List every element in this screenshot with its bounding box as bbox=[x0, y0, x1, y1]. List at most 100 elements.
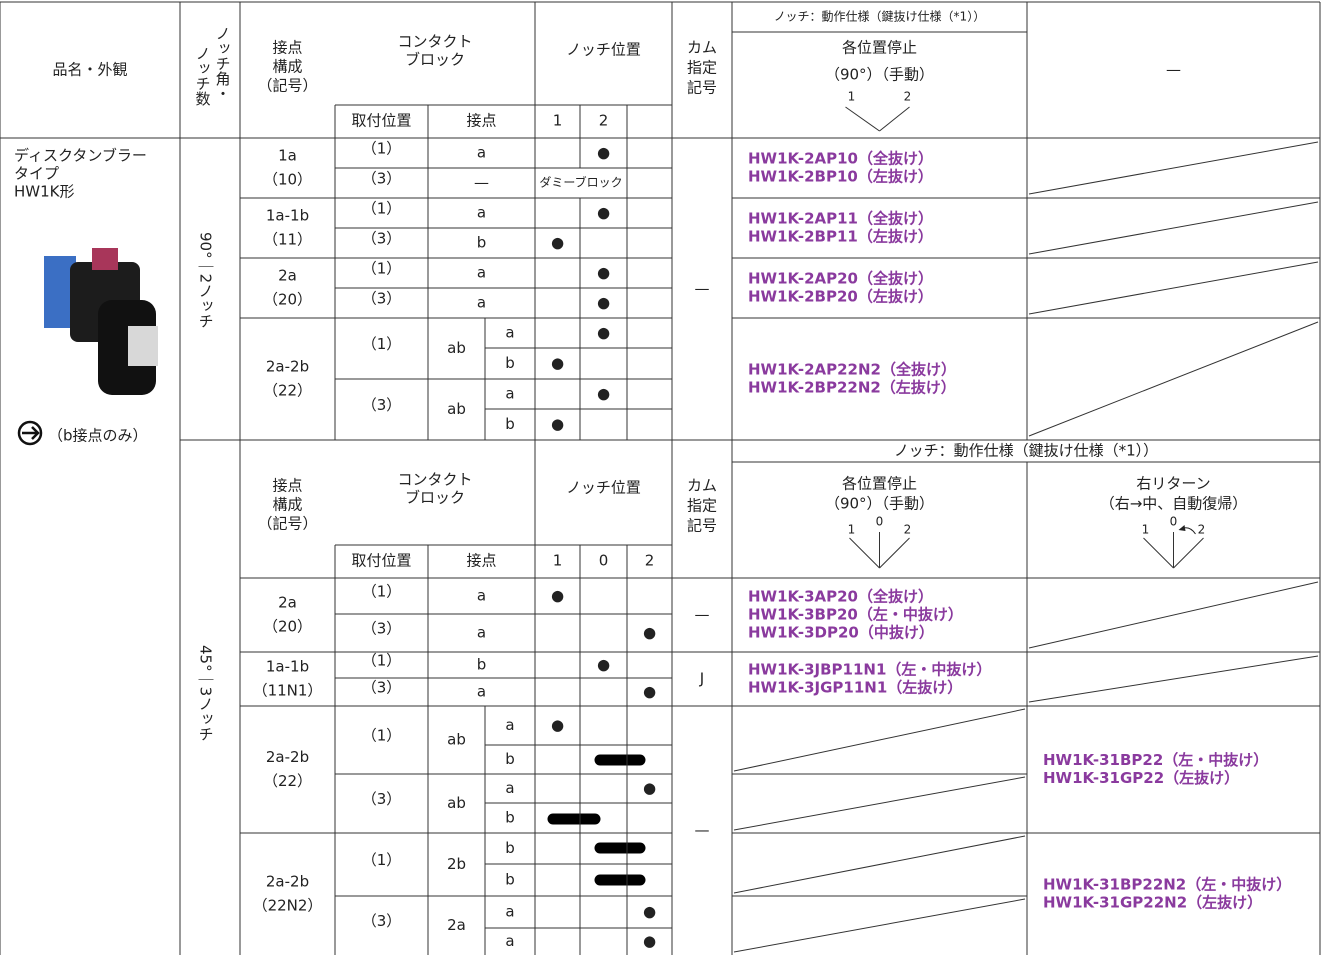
contact-mark: ● bbox=[643, 932, 656, 950]
header-label: ノッチ：動作仕様（鍵抜け仕様（*1）） bbox=[894, 442, 1158, 460]
slash bbox=[1173, 537, 1204, 569]
cam-code: — bbox=[695, 280, 710, 298]
contact-code: （11） bbox=[263, 231, 312, 249]
arrow-icon bbox=[17, 420, 43, 446]
mode-title: 各位置停止 bbox=[842, 39, 917, 57]
contact-config: 2a bbox=[278, 594, 297, 612]
model-name: HW1K-3AP20（全抜け） bbox=[748, 588, 933, 606]
slash bbox=[1028, 655, 1319, 703]
slash bbox=[733, 776, 1026, 831]
product-name: ディスクタンブラー bbox=[14, 147, 147, 165]
slash bbox=[845, 106, 880, 132]
position-label: 2 bbox=[904, 523, 912, 537]
header-label: ノッチ数 bbox=[194, 46, 212, 106]
contact: 2a bbox=[447, 916, 466, 934]
model-name: HW1K-31GP22N2（左抜け） bbox=[1043, 894, 1262, 912]
contact-mark: ● bbox=[551, 716, 564, 734]
model-name: HW1K-3JGP11N1（左抜け） bbox=[748, 679, 962, 697]
return-arrow bbox=[1178, 525, 1186, 531]
contact: ab bbox=[447, 794, 466, 812]
mount-position: （1） bbox=[362, 727, 402, 745]
contact: a bbox=[477, 144, 486, 162]
contact-code: （22） bbox=[263, 382, 312, 400]
mount-position: （3） bbox=[362, 620, 402, 638]
contact: ab bbox=[447, 339, 466, 357]
contact-mark: ● bbox=[597, 385, 610, 403]
contact: a bbox=[477, 683, 486, 701]
contact-config: 2a-2b bbox=[266, 748, 309, 766]
model-name: HW1K-2BP10（左抜け） bbox=[748, 168, 933, 186]
contact-mark: ● bbox=[597, 324, 610, 342]
contact: a bbox=[505, 385, 514, 403]
contact: b bbox=[505, 415, 515, 433]
contact: a bbox=[477, 587, 486, 605]
mount-position: （1） bbox=[362, 652, 402, 670]
mode-title: 各位置停止 bbox=[842, 475, 917, 493]
slash bbox=[1028, 261, 1319, 315]
contact-config: 2a-2b bbox=[266, 358, 309, 376]
contact: ab bbox=[447, 731, 466, 749]
contact-mark: ● bbox=[551, 587, 564, 605]
slash bbox=[849, 537, 880, 569]
model-name: HW1K-2AP20（全抜け） bbox=[748, 270, 933, 288]
contact: b bbox=[477, 656, 487, 674]
mount-position: （3） bbox=[362, 790, 402, 808]
mount-position: （3） bbox=[362, 912, 402, 930]
position-label: 2 bbox=[599, 112, 609, 130]
header-label: 構成 bbox=[272, 58, 302, 76]
mount-position: （1） bbox=[362, 140, 402, 158]
model-name: HW1K-3JBP11N1（左・中抜け） bbox=[748, 661, 991, 679]
contact-code: （11N1） bbox=[253, 682, 323, 700]
slash bbox=[733, 708, 1026, 772]
mount-position: （1） bbox=[362, 260, 402, 278]
position-label: 2 bbox=[645, 552, 655, 570]
mount-position: （1） bbox=[362, 583, 402, 601]
header-label: 記号 bbox=[687, 517, 717, 535]
contact-code: （20） bbox=[263, 291, 312, 309]
contact-config: 1a-1b bbox=[266, 207, 309, 225]
header-label: ノッチ位置 bbox=[566, 41, 641, 59]
contact: a bbox=[477, 264, 486, 282]
contact-config: 2a-2b bbox=[266, 873, 309, 891]
contact: 2b bbox=[447, 855, 466, 873]
contact-mark: ● bbox=[551, 234, 564, 252]
header-label: ブロック bbox=[405, 489, 465, 507]
contact-mark: ● bbox=[597, 294, 610, 312]
mode-detail: （90°）（手動） bbox=[825, 66, 934, 84]
position-label: 1 bbox=[553, 552, 563, 570]
position-label: 0 bbox=[599, 552, 609, 570]
contact-code: （22N2） bbox=[253, 897, 323, 915]
header-label: （記号） bbox=[257, 515, 317, 533]
mount-position: （3） bbox=[362, 679, 402, 697]
slash bbox=[1028, 581, 1319, 649]
model-name: HW1K-2AP10（全抜け） bbox=[748, 150, 933, 168]
mode-detail: （90°）（手動） bbox=[825, 495, 934, 513]
header-label: ノッチ位置 bbox=[566, 479, 641, 497]
contact: a bbox=[477, 204, 486, 222]
model-name: HW1K-31GP22（左抜け） bbox=[1043, 769, 1239, 787]
contact-mark: ● bbox=[597, 144, 610, 162]
model-name: HW1K-2BP20（左抜け） bbox=[748, 288, 933, 306]
header-label: 接点 bbox=[466, 552, 496, 570]
model-name: HW1K-2BP11（左抜け） bbox=[748, 228, 933, 246]
model-name: HW1K-2BP22N2（左抜け） bbox=[748, 379, 956, 397]
contact-config: 2a bbox=[278, 267, 297, 285]
contact-config: 1a-1b bbox=[266, 658, 309, 676]
mount-position: （3） bbox=[362, 290, 402, 308]
contact: b bbox=[505, 871, 515, 889]
position-label: 2 bbox=[904, 90, 912, 104]
contact-code: （20） bbox=[263, 618, 312, 636]
product-name: タイプ bbox=[14, 165, 59, 183]
contact: ab bbox=[447, 400, 466, 418]
contact: a bbox=[505, 779, 514, 797]
model-name: HW1K-3DP20（中抜け） bbox=[748, 624, 934, 642]
position-label: 0 bbox=[1170, 515, 1178, 529]
header-label: コンタクト bbox=[397, 33, 472, 51]
mount-position: （3） bbox=[362, 396, 402, 414]
slash bbox=[1028, 201, 1319, 255]
cam-code: — bbox=[695, 606, 710, 624]
header-label: コンタクト bbox=[397, 471, 472, 489]
contact-mark: ● bbox=[551, 415, 564, 433]
model-name: HW1K-31BP22N2（左・中抜け） bbox=[1043, 876, 1291, 894]
